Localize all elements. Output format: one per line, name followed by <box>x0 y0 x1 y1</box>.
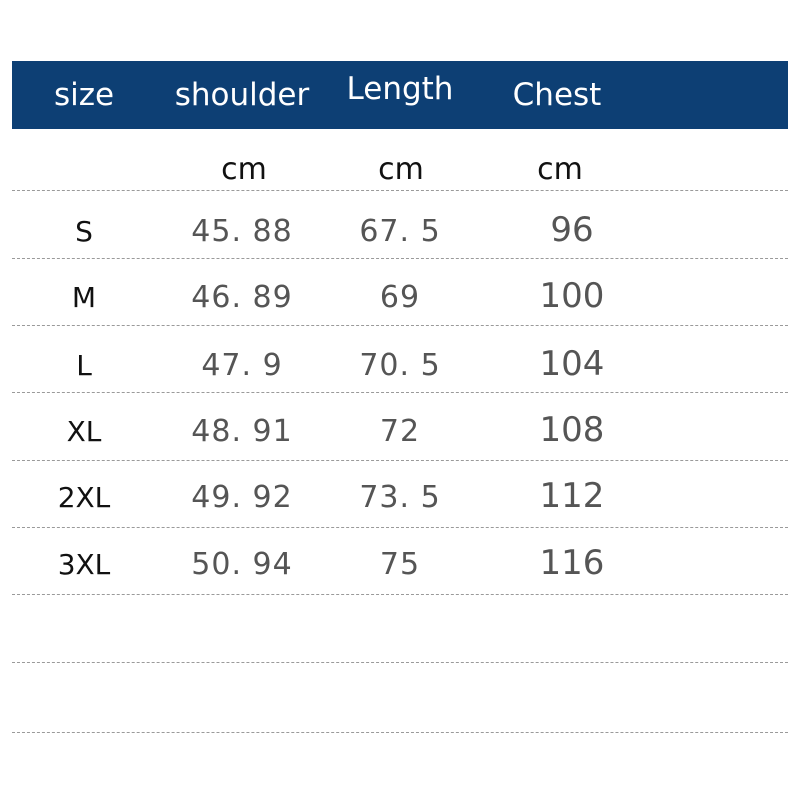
cell-shoulder: 46. 89 <box>191 280 293 315</box>
cell-length: 73. 5 <box>359 480 441 515</box>
divider <box>12 460 788 461</box>
header-shoulder: shoulder <box>174 77 310 113</box>
header-length: Length <box>346 71 454 107</box>
divider <box>12 732 788 733</box>
header-size: size <box>53 77 115 113</box>
cell-shoulder: 49. 92 <box>191 480 293 515</box>
cell-chest: 100 <box>539 276 605 316</box>
cell-shoulder: 45. 88 <box>191 214 293 249</box>
cell-size: XL <box>66 415 102 448</box>
cell-length: 67. 5 <box>359 214 441 249</box>
cell-chest: 104 <box>539 344 605 384</box>
divider <box>12 325 788 326</box>
cell-length: 70. 5 <box>359 348 441 383</box>
header-chest: Chest <box>512 77 602 113</box>
unit-chest: cm <box>537 152 583 187</box>
divider <box>12 594 788 595</box>
divider <box>12 392 788 393</box>
unit-shoulder: cm <box>221 152 267 187</box>
table-header: size shoulder Length Chest <box>12 61 788 129</box>
divider <box>12 190 788 191</box>
cell-size: S <box>75 215 93 248</box>
cell-size: 2XL <box>57 481 111 514</box>
cell-chest: 108 <box>539 410 605 450</box>
cell-chest: 112 <box>539 476 605 516</box>
cell-size: M <box>71 281 97 314</box>
cell-size: 3XL <box>57 548 111 581</box>
cell-shoulder: 47. 9 <box>201 348 283 383</box>
divider <box>12 527 788 528</box>
cell-length: 75 <box>379 547 421 582</box>
cell-size: L <box>76 349 92 382</box>
cell-shoulder: 48. 91 <box>191 414 293 449</box>
cell-length: 72 <box>379 414 421 449</box>
divider <box>12 662 788 663</box>
unit-length: cm <box>378 152 424 187</box>
cell-shoulder: 50. 94 <box>191 547 293 582</box>
divider <box>12 258 788 259</box>
cell-chest: 116 <box>539 543 605 583</box>
cell-chest: 96 <box>550 210 594 250</box>
cell-length: 69 <box>379 280 421 315</box>
